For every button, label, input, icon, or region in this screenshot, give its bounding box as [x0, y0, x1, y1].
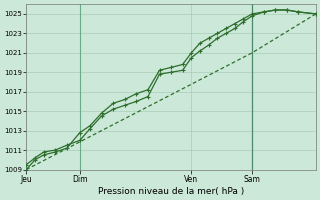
- X-axis label: Pression niveau de la mer( hPa ): Pression niveau de la mer( hPa ): [98, 187, 244, 196]
